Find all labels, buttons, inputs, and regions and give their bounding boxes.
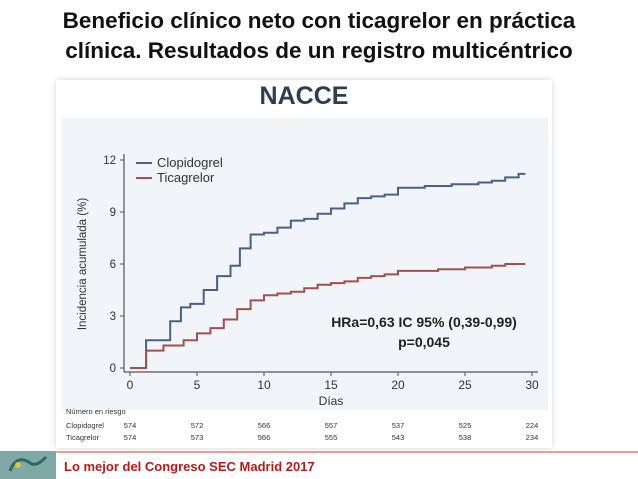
risk-value: 543: [392, 433, 405, 442]
slide-title-line2: clínica. Resultados de un registro multi…: [65, 38, 573, 63]
y-tick-label: 0: [110, 363, 116, 375]
risk-table: Número en riesgo Clopidogrel 574 572 566 557 5…: [66, 407, 538, 442]
x-axis-label: Días: [319, 394, 344, 408]
series-line-clopidogrel: [130, 172, 526, 369]
y-tick-label: 3: [110, 311, 116, 323]
risk-value: 538: [459, 433, 472, 442]
risk-value: 525: [459, 421, 472, 430]
footer-bar: Lo mejor del Congreso SEC Madrid 2017: [56, 451, 638, 479]
x-tick-label: 25: [458, 378, 472, 392]
y-tick-label: 6: [110, 259, 116, 271]
risk-value: 555: [325, 433, 338, 442]
risk-value: 566: [258, 433, 271, 442]
series-group: [130, 172, 526, 369]
legend-label-clopidogrel: Clopidogrel: [157, 155, 223, 170]
risk-value: 537: [392, 421, 405, 430]
x-tick-label: 30: [525, 378, 539, 392]
slide-title: Beneficio clínico neto con ticagrelor en…: [0, 6, 638, 66]
risk-row-label: Clopidogrel: [66, 421, 104, 430]
annotation-1: HRa=0,63 IC 95% (0,39-0,99): [331, 314, 517, 330]
chart-title: NACCE: [260, 82, 349, 110]
x-tick-label: 5: [194, 378, 201, 392]
chart-panel: 0 3 6 9 12 0 5 10 15 20 25 30 Clopidogrel Ticagrelor…: [56, 80, 552, 448]
risk-table-header: Número en riesgo: [66, 407, 126, 416]
slide-title-line1: Beneficio clínico neto con ticagrelor en…: [62, 8, 576, 33]
risk-value: 572: [191, 421, 204, 430]
y-tick-label: 12: [103, 155, 116, 167]
congress-logo-icon: [8, 455, 48, 472]
x-tick-label: 10: [257, 378, 271, 392]
risk-value: 573: [191, 433, 204, 442]
x-tick-label: 20: [391, 378, 405, 392]
risk-value: 224: [526, 421, 539, 430]
chart-labels: NACCE Días Incidencia acumulada (%) HRa=0,6…: [77, 82, 517, 408]
y-axis-label: Incidencia acumulada (%): [77, 198, 89, 330]
plot-background: [62, 118, 548, 410]
risk-value: 574: [124, 433, 137, 442]
legend-label-ticagrelor: Ticagrelor: [157, 170, 215, 185]
risk-value: 234: [526, 433, 539, 442]
footer-logo: [0, 451, 56, 479]
x-tick-label: 0: [127, 378, 134, 392]
risk-value: 557: [325, 421, 338, 430]
footer-text: Lo mejor del Congreso SEC Madrid 2017: [64, 459, 315, 474]
risk-value: 574: [124, 421, 137, 430]
axes: 0 3 6 9 12 0 5 10 15 20 25 30: [103, 154, 539, 392]
x-tick-label: 15: [324, 378, 338, 392]
series-line-ticagrelor: [130, 263, 526, 369]
risk-row-label: Ticagrelor: [66, 433, 100, 442]
y-tick-label: 9: [110, 207, 116, 219]
annotation-2: p=0,045: [398, 334, 450, 350]
risk-value: 566: [258, 421, 271, 430]
